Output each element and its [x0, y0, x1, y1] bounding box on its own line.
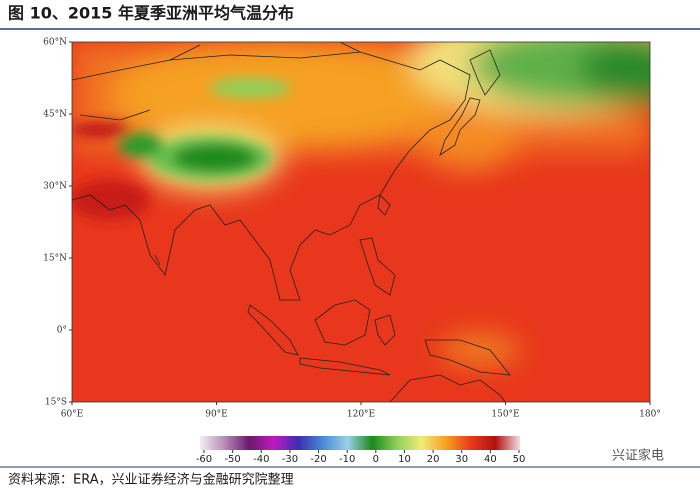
colorbar-tick-label: -60 [196, 454, 212, 465]
y-tick-label: 0° [57, 326, 67, 336]
watermark: 兴证家电 [612, 448, 664, 464]
colorbar-tick-label: 30 [455, 454, 468, 465]
colorbar-tick-label: -10 [339, 454, 355, 465]
colorbar-tick-label: -30 [282, 454, 298, 465]
x-tick-label: 150°E [491, 410, 519, 420]
coastlines [72, 42, 511, 402]
colorbar-tick-label: 20 [427, 454, 440, 465]
colorbar-tick-label: -40 [253, 454, 269, 465]
colorbar-tick-label: 50 [513, 454, 526, 465]
colorbar-tick-label: 40 [484, 454, 497, 465]
colorbar [200, 436, 520, 450]
x-tick-label: 120°E [347, 410, 375, 420]
source: 资料来源：ERA，兴业证券经济与金融研究院整理 [8, 472, 294, 488]
x-tick-label: 180° [639, 410, 661, 420]
colorbar-tick-label: -20 [310, 454, 326, 465]
colorbar-tick-label: 10 [398, 454, 411, 465]
x-tick-label: 60°E [61, 410, 84, 420]
y-tick-label: 30°N [43, 182, 67, 192]
y-tick-label: 15°N [43, 254, 67, 264]
y-tick-label: 60°N [43, 38, 67, 48]
x-tick-label: 90°E [205, 410, 228, 420]
colorbar-tick-label: 0 [373, 454, 379, 465]
colorbar-tick-label: -50 [224, 454, 240, 465]
title: 图 10、2015 年夏季亚洲平均气温分布 [8, 4, 294, 23]
y-tick-label: 45°N [43, 110, 67, 120]
temperature-field [72, 42, 650, 402]
y-tick-label: 15°S [45, 398, 67, 408]
